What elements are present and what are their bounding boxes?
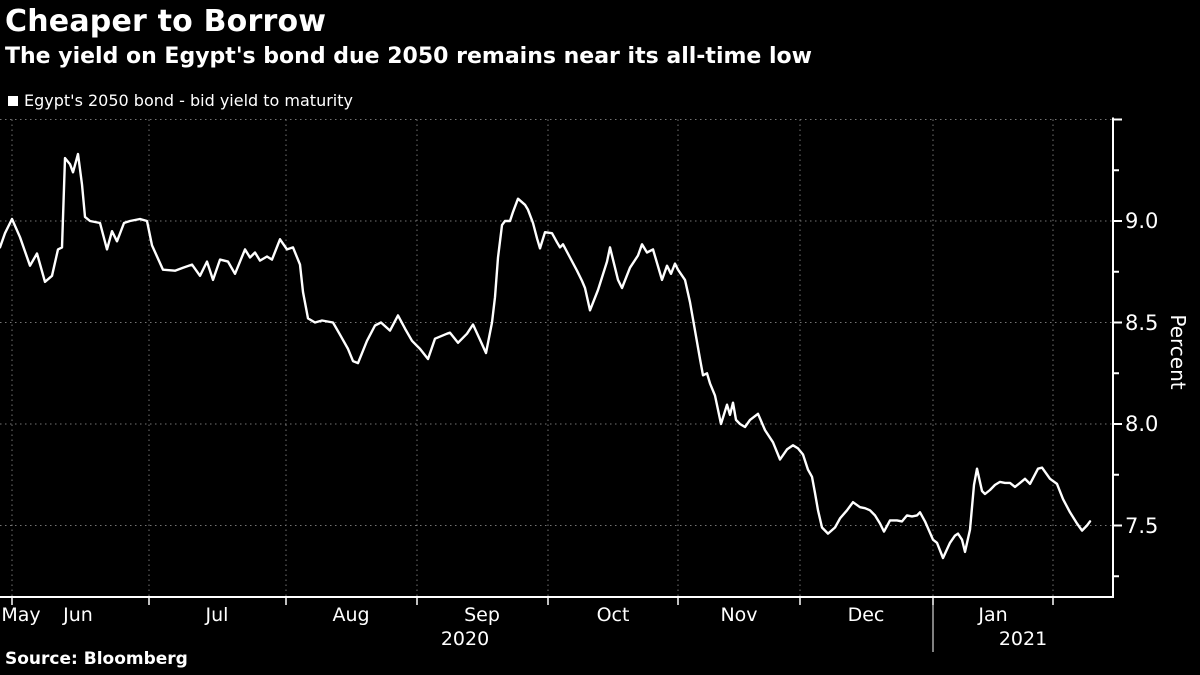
chart-title: Cheaper to Borrow [5,4,327,39]
chart-subtitle: The yield on Egypt's bond due 2050 remai… [5,44,812,69]
x-month-label: Sep [464,604,500,626]
y-axis-title: Percent [1166,314,1190,390]
x-year-label: 2021 [998,628,1048,650]
x-month-label: Nov [720,604,758,626]
x-month-label: May [1,604,41,626]
y-tick-label: 9.0 [1125,209,1159,233]
y-tick-label: 8.5 [1125,310,1159,335]
x-year-label: 2020 [440,628,490,650]
series-line [0,152,1092,560]
legend-swatch-icon [8,95,18,106]
x-month-label: Jul [205,604,229,626]
x-month-label: Jun [63,604,93,626]
legend-label: Egypt's 2050 bond - bid yield to maturit… [24,91,353,110]
y-tick-label: 7.5 [1125,513,1159,538]
x-month-label: Dec [847,604,885,626]
legend: Egypt's 2050 bond - bid yield to maturit… [8,91,353,110]
source-credit: Source: Bloomberg [5,649,188,669]
x-month-label: Jan [978,604,1008,626]
y-tick-label: 8.0 [1125,412,1159,436]
x-month-label: Oct [596,604,630,626]
x-month-label: Aug [332,604,370,626]
